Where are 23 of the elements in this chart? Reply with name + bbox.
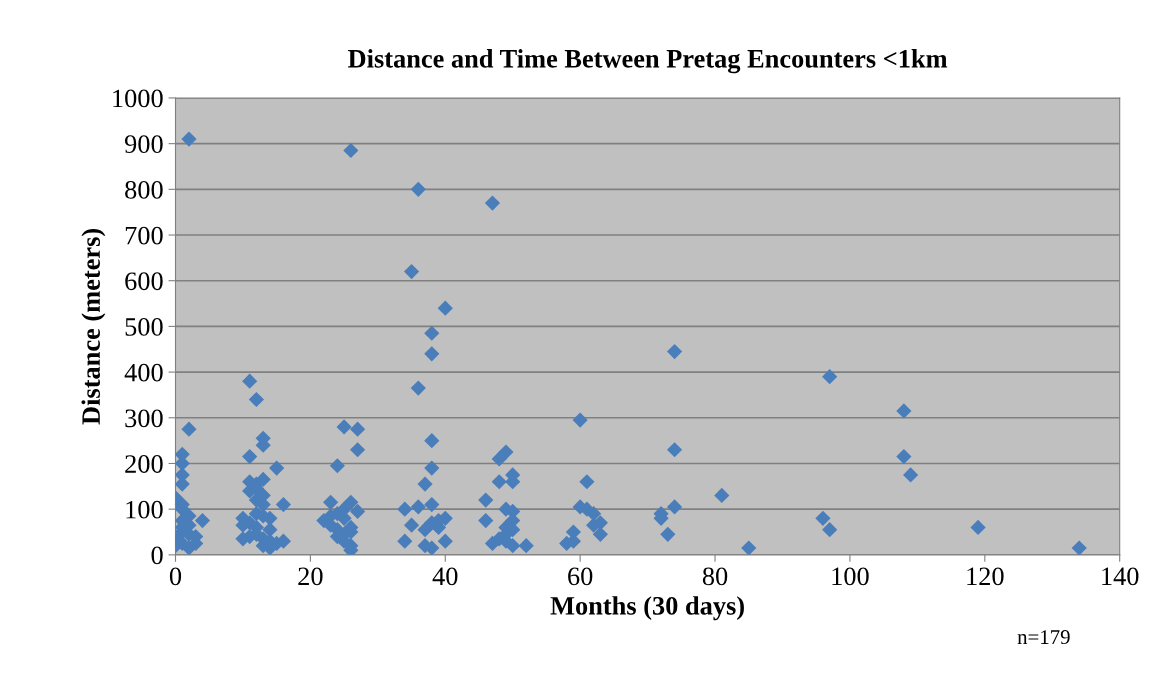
text: n=179 [1017,630,1070,645]
y-tick-label: 100 [126,500,163,519]
x-tick-label: 140 [1102,567,1139,586]
y-tick-label: 200 [125,455,163,473]
y-tick-label: 700 [125,226,163,245]
x-tick-label: 100 [832,567,869,586]
y-tick-label: 0 [151,546,163,565]
y-tick-label: 600 [125,272,163,291]
x-tick-label: 0 [169,567,182,586]
x-tick-label: 40 [432,567,458,586]
x-axis-title: Months (30 days) [550,596,744,621]
y-tick-label: 1000 [113,89,163,108]
y-tick-label: 300 [125,409,163,428]
y-axis-title: Distance (meters) [81,229,106,425]
x-tick-label: 60 [568,567,593,586]
y-tick-label: 500 [125,318,163,336]
chart-title: Distance and Time Between Pretag Encounters <1km [348,49,948,74]
x-tick-label: 20 [298,567,323,586]
x-tick-label: 120 [967,567,1004,586]
y-tick-label: 900 [124,135,163,154]
y-tick-label: 800 [125,180,163,199]
y-tick-label: 400 [124,363,163,382]
x-tick-label: 80 [702,567,728,586]
